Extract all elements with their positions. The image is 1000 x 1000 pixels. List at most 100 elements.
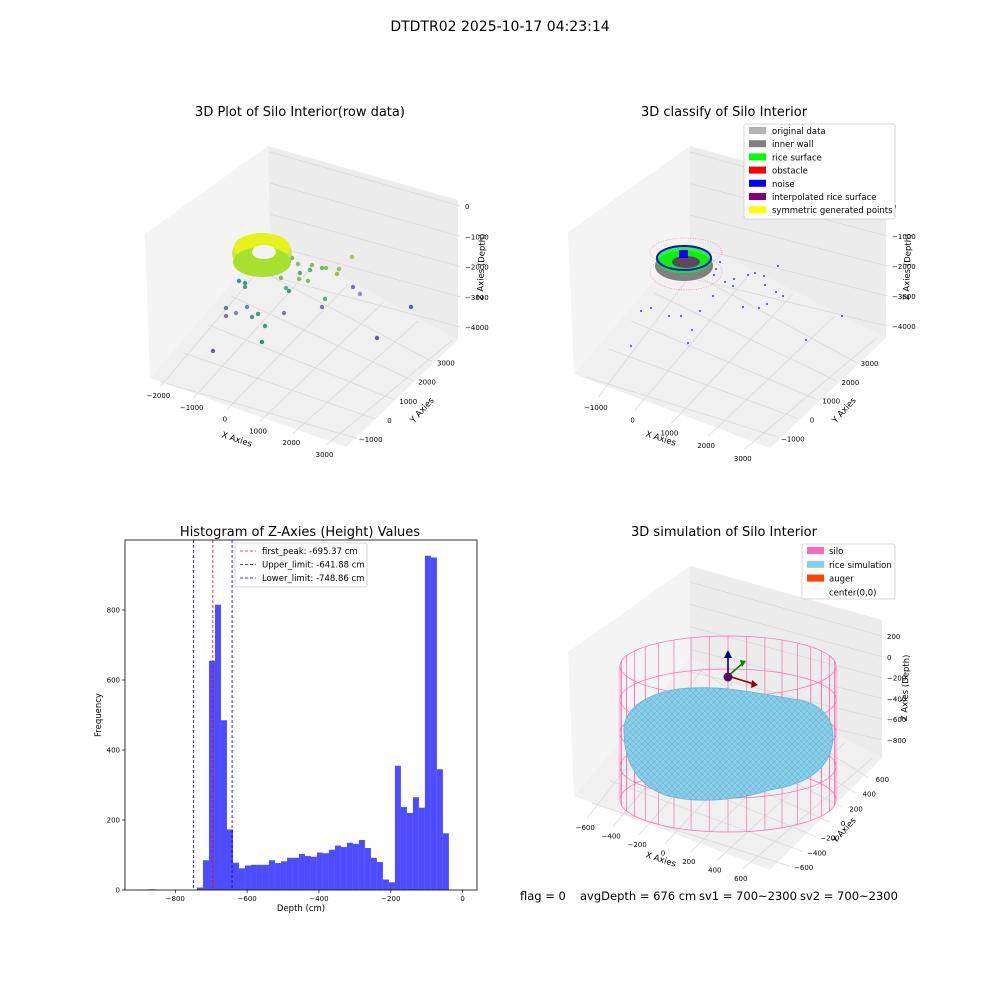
histogram-bar bbox=[406, 813, 413, 890]
x-tick-label: −2000 bbox=[147, 392, 171, 400]
legend-label: interpolated rice surface bbox=[772, 193, 877, 203]
raw-point bbox=[319, 304, 325, 310]
y-tick-label: 1000 bbox=[822, 398, 840, 406]
raw-point bbox=[297, 270, 303, 276]
noise-point bbox=[691, 329, 693, 331]
simulation-legend: silo rice simulation auger center(0,0) bbox=[801, 543, 896, 600]
raw-point bbox=[322, 296, 328, 302]
panel-simulation-3d: 3D simulation of Silo Interior −600−400−… bbox=[568, 525, 912, 883]
y-tick-label: −1000 bbox=[781, 435, 805, 443]
histogram-bar bbox=[292, 857, 299, 890]
histogram-bar bbox=[340, 846, 347, 890]
histogram-bar bbox=[220, 720, 227, 890]
histogram-bar bbox=[262, 864, 269, 890]
raw-point bbox=[374, 335, 380, 341]
x-tick-label: 0 bbox=[661, 850, 665, 858]
legend-swatch bbox=[807, 574, 824, 582]
legend-label: obstacle bbox=[772, 167, 808, 177]
x-tick-label: 3000 bbox=[734, 455, 752, 463]
raw-point bbox=[281, 310, 287, 316]
histogram-bar bbox=[394, 765, 401, 890]
histogram-bar bbox=[376, 862, 383, 890]
histogram-bar bbox=[442, 833, 449, 890]
z-tick-label: −2000 bbox=[465, 264, 489, 272]
grid-line-y bbox=[585, 376, 779, 438]
classify-silo bbox=[649, 237, 723, 291]
y-tick-label: −1000 bbox=[359, 436, 383, 444]
y-tick-label: 600 bbox=[876, 776, 889, 784]
y-tick-label: 3000 bbox=[437, 359, 455, 367]
y-tick-label: 200 bbox=[849, 805, 862, 813]
x-tick-label: −200 bbox=[381, 895, 400, 903]
raw-point bbox=[210, 348, 216, 354]
histogram-bar bbox=[208, 660, 215, 890]
z-tick-label: 0 bbox=[465, 203, 469, 211]
histogram-bar bbox=[304, 856, 311, 890]
x-tick-label: 1000 bbox=[660, 429, 678, 437]
raw-zlabel: Z Axies (Depth) bbox=[476, 233, 488, 300]
histogram-bar bbox=[196, 887, 203, 890]
legend-label: Lower_limit: -748.86 cm bbox=[262, 574, 364, 584]
histogram-bar bbox=[400, 807, 407, 890]
noise-point bbox=[841, 315, 843, 317]
footer-sv1: sv1 = 700~2300 bbox=[699, 889, 797, 903]
z-tick-label: −3000 bbox=[892, 293, 916, 301]
histogram-bar bbox=[310, 856, 317, 890]
x-tick-label: 0 bbox=[223, 416, 227, 424]
legend-swatch bbox=[807, 547, 824, 554]
noise-point bbox=[733, 278, 735, 280]
grid-line-y bbox=[608, 348, 799, 419]
noise-point bbox=[724, 281, 726, 283]
panel-classify-3d: 3D classify of Silo Interior −1000 0 1000 2… bbox=[568, 105, 916, 463]
noise-point bbox=[777, 265, 779, 267]
noise-point bbox=[805, 339, 807, 341]
y-tick-label: 0 bbox=[387, 417, 391, 425]
raw-point bbox=[334, 271, 340, 277]
raw-point bbox=[249, 314, 255, 320]
y-tick-label: 0 bbox=[841, 820, 845, 828]
grid-line-z bbox=[269, 151, 461, 207]
raw-point bbox=[244, 304, 250, 310]
histogram-bar bbox=[274, 863, 281, 890]
z-tick-label: −1000 bbox=[892, 233, 916, 241]
histogram-bar bbox=[382, 879, 389, 890]
legend-label: center(0,0) bbox=[829, 588, 877, 598]
x-tick-label: −400 bbox=[602, 833, 621, 841]
histogram-bar bbox=[268, 860, 275, 890]
legend-label: original data bbox=[772, 127, 826, 137]
histogram-bar bbox=[322, 853, 329, 890]
grid-line-x bbox=[193, 264, 315, 399]
x-tick-label: −1000 bbox=[584, 404, 608, 412]
grid-line-y bbox=[631, 320, 818, 401]
noise-point bbox=[650, 307, 652, 309]
histogram-ylabel: Frequency bbox=[94, 693, 104, 737]
x-tick-label: 3000 bbox=[316, 451, 334, 459]
x-tick-label: 0 bbox=[630, 417, 634, 425]
y-tick-label: −400 bbox=[807, 849, 826, 857]
histogram-bar bbox=[280, 861, 287, 890]
legend-label: auger bbox=[829, 575, 854, 585]
legend-label: Upper_limit: -641.88 cm bbox=[262, 561, 365, 571]
noise-point bbox=[680, 315, 682, 317]
legend-swatch bbox=[807, 560, 824, 568]
histogram-bar bbox=[334, 845, 341, 890]
y-tick-label: 3000 bbox=[861, 360, 879, 368]
histogram-bar bbox=[232, 862, 239, 890]
noise-point bbox=[782, 295, 784, 297]
histogram-bar bbox=[328, 849, 335, 890]
grid-line-x bbox=[671, 294, 793, 424]
noise-point bbox=[775, 291, 777, 293]
raw-point bbox=[349, 254, 355, 260]
simulation-zlabel: Z Axies (Depth) bbox=[900, 654, 912, 721]
noise-point bbox=[732, 285, 734, 287]
x-tick-label: 200 bbox=[682, 858, 695, 866]
noise-point bbox=[640, 310, 642, 312]
raw-point bbox=[242, 280, 248, 286]
histogram-bar bbox=[430, 557, 437, 890]
y-tick-label: 2000 bbox=[418, 379, 436, 387]
raw-point bbox=[305, 278, 311, 284]
histogram-bar bbox=[298, 853, 305, 890]
grid-line-x bbox=[634, 272, 752, 411]
raw-point bbox=[295, 261, 301, 267]
grid-line-y bbox=[207, 324, 395, 401]
